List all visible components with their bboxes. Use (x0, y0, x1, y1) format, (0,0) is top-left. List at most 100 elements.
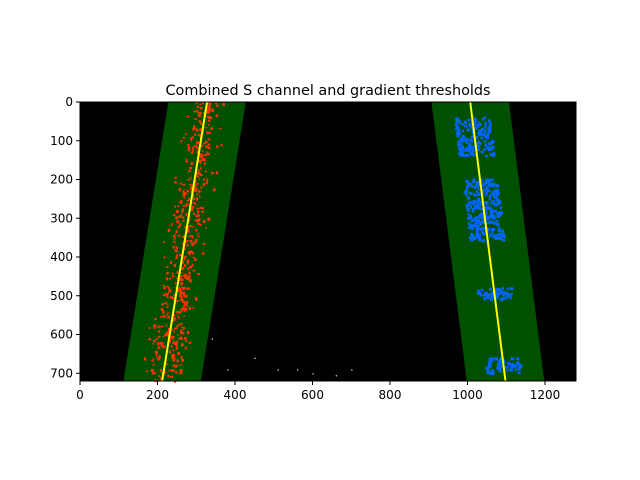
left-lane-pixel (222, 102, 225, 106)
left-lane-pixel (166, 272, 169, 275)
left-lane-pixel (177, 289, 180, 293)
right-lane-pixel (486, 294, 489, 298)
right-lane-pixel (490, 356, 494, 361)
right-lane-fit-line (469, 101, 507, 382)
left-lane-pixel (175, 216, 178, 220)
left-lane-pixel (155, 352, 158, 356)
left-lane-pixel (189, 166, 192, 170)
left-lane-pixel (195, 297, 198, 301)
left-lane-pixel (168, 289, 172, 293)
right-lane-pixel (475, 226, 479, 230)
left-lane-pixel (174, 176, 177, 179)
right-lane-pixel (501, 291, 505, 296)
right-lane-pixel (475, 220, 479, 224)
left-lane-pixel (160, 308, 164, 311)
right-lane-pixel (479, 132, 482, 136)
right-lane-pixel (478, 213, 482, 217)
left-lane-pixel (195, 145, 198, 148)
left-lane-pixel (207, 146, 211, 149)
left-lane-pixel (175, 342, 178, 345)
right-lane-pixel (499, 359, 503, 362)
left-lane-pixel (189, 137, 193, 140)
left-lane-pixel (186, 243, 189, 247)
right-lane-pixel (489, 361, 492, 365)
chart-title: Combined S channel and gradient threshol… (165, 83, 490, 99)
right-lane-pixel (464, 125, 468, 128)
left-lane-pixel (170, 375, 173, 378)
right-lane-pixel (466, 185, 469, 189)
right-lane-pixel (501, 229, 505, 233)
right-lane-pixel (496, 294, 500, 297)
left-lane-pixel (189, 187, 192, 190)
right-lane-pixel (501, 287, 505, 290)
left-lane-pixel (195, 183, 199, 185)
right-lane-pixel (499, 212, 503, 216)
left-lane-pixel (179, 371, 183, 375)
right-lane-pixel (476, 202, 479, 207)
left-lane-pixel (148, 327, 151, 329)
left-lane-pixel (194, 240, 197, 244)
left-lane-pixel (171, 354, 174, 358)
right-lane-pixel (488, 287, 492, 291)
left-lane-pixel (207, 107, 211, 111)
left-lane-pixel (185, 160, 188, 163)
right-lane-pixel (487, 215, 491, 219)
left-lane-pixel (188, 197, 191, 200)
right-lane-pixel (458, 145, 461, 149)
right-lane-pixel (465, 193, 468, 198)
right-lane-pixel (483, 134, 487, 138)
right-lane-pixel (480, 136, 484, 140)
left-lane-pixel (185, 240, 188, 243)
right-lane-pixel (470, 219, 473, 223)
right-lane-pixel (470, 224, 474, 227)
left-lane-pixel (182, 136, 186, 139)
left-lane-pixel (173, 264, 176, 268)
left-lane-pixel (190, 207, 193, 210)
left-lane-pixel (211, 172, 214, 175)
left-lane-pixel (158, 356, 161, 359)
left-lane-pixel (167, 327, 171, 331)
right-lane-pixel (494, 195, 497, 199)
right-lane-pixel (508, 294, 512, 297)
left-lane-pixel (210, 108, 214, 112)
right-lane-pixel (492, 194, 495, 198)
right-lane-pixel (507, 362, 511, 365)
right-lane-pixel (479, 216, 482, 219)
right-lane-pixel (509, 368, 513, 372)
left-lane-pixel (183, 192, 186, 194)
left-lane-pixel (157, 346, 161, 350)
left-lane-pixel (196, 193, 199, 196)
left-lane-pixel (185, 294, 188, 298)
right-lane-pixel (469, 236, 473, 240)
right-lane-pixel (478, 142, 482, 145)
right-lane-pixel (502, 296, 506, 300)
left-lane-pixel (198, 120, 201, 122)
right-lane-pixel (482, 239, 486, 242)
left-lane-pixel (202, 219, 206, 223)
right-lane-pixel (467, 222, 471, 225)
right-lane-pixel (472, 145, 477, 148)
right-lane-pixel (499, 237, 503, 241)
right-lane-pixel (473, 192, 476, 196)
right-lane-pixel (457, 128, 460, 133)
right-lane-pixel (490, 208, 494, 213)
left-lane-pixel (215, 171, 219, 175)
left-lane-pixel (172, 357, 176, 360)
right-lane-pixel (470, 232, 474, 236)
left-lane-pixel (197, 222, 200, 225)
left-lane-pixel (199, 115, 202, 118)
right-lane-pixel (471, 180, 475, 184)
right-lane-pixel (506, 287, 510, 290)
right-lane-pixel (486, 189, 491, 193)
right-lane-pixel (463, 120, 468, 124)
left-lane-pixel (192, 251, 194, 255)
left-lane-pixel (172, 235, 176, 238)
right-lane-pixel (471, 186, 475, 189)
left-lane-pixel (172, 275, 175, 278)
right-lane-pixel (484, 192, 488, 196)
right-lane-pixel (479, 227, 483, 231)
left-lane-pixel (197, 218, 201, 221)
left-lane-pixel (155, 355, 158, 358)
left-lane-pixel (182, 190, 185, 194)
right-lane-pixel (515, 361, 520, 365)
